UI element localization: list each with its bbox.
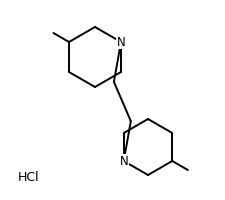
Text: N: N xyxy=(119,155,128,168)
Text: N: N xyxy=(116,36,125,49)
Text: HCl: HCl xyxy=(18,171,39,184)
